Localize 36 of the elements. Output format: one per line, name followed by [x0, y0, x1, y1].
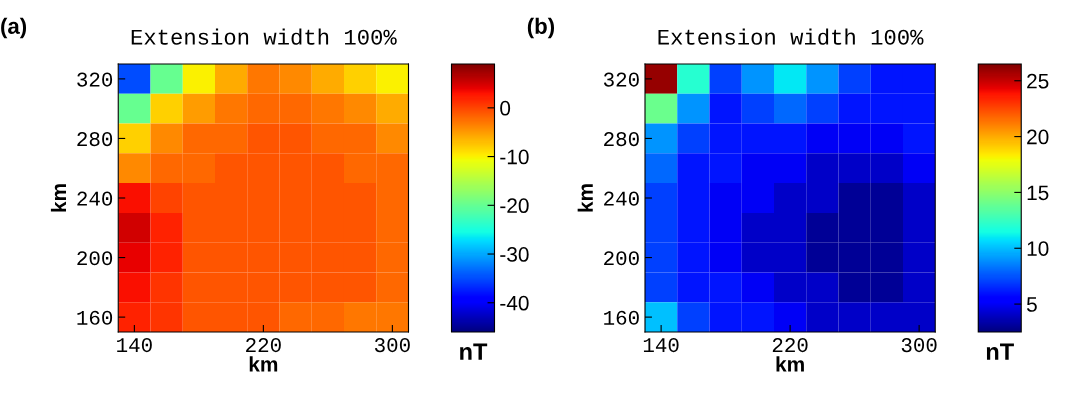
x-tick-label: 300 [374, 338, 410, 353]
y-axis-title: km [50, 184, 66, 212]
y-tick-label: 240 [604, 191, 639, 206]
y-tick-label: 200 [77, 251, 113, 266]
color-bar-label: 5 [1026, 297, 1037, 312]
color-bar-title: nT [460, 343, 488, 360]
color-bar-label: -30 [500, 247, 529, 262]
x-tick-label: 300 [901, 338, 937, 353]
y-tick-label: 160 [604, 310, 639, 325]
y-tick-label: 280 [604, 132, 639, 147]
color-bar-title: nT [986, 343, 1014, 360]
color-bar-label: 15 [1027, 185, 1049, 201]
x-tick-label: 220 [772, 338, 808, 353]
y-tick-label: 240 [77, 191, 113, 206]
y-tick-label: 320 [603, 72, 639, 87]
text: (b) [527, 17, 555, 39]
x-tick-label: 140 [643, 338, 679, 353]
color-bar-label: 0 [500, 100, 511, 116]
x-tick-label: 220 [246, 338, 281, 353]
chart-title: Extension width 100% [658, 28, 924, 45]
color-bar-label: 10 [1027, 241, 1049, 256]
x-axis-title: km [776, 356, 804, 372]
y-axis-title: km [577, 184, 593, 212]
chart-title: Extension width 100% [131, 28, 397, 45]
color-bar-label: -10 [500, 149, 529, 165]
color-bar-label: 25 [1027, 73, 1049, 89]
y-tick-label: 200 [604, 251, 639, 266]
x-axis-title: km [249, 356, 278, 372]
color-bar-label: -40 [500, 295, 529, 311]
y-tick-label: 320 [77, 72, 113, 87]
y-tick-label: 160 [77, 310, 113, 325]
y-tick-label: 280 [77, 132, 113, 147]
color-bar-label: -20 [500, 198, 529, 214]
x-tick-label: 140 [117, 338, 152, 353]
color-bar-label: 20 [1027, 129, 1049, 145]
text: (a) [1, 17, 27, 39]
